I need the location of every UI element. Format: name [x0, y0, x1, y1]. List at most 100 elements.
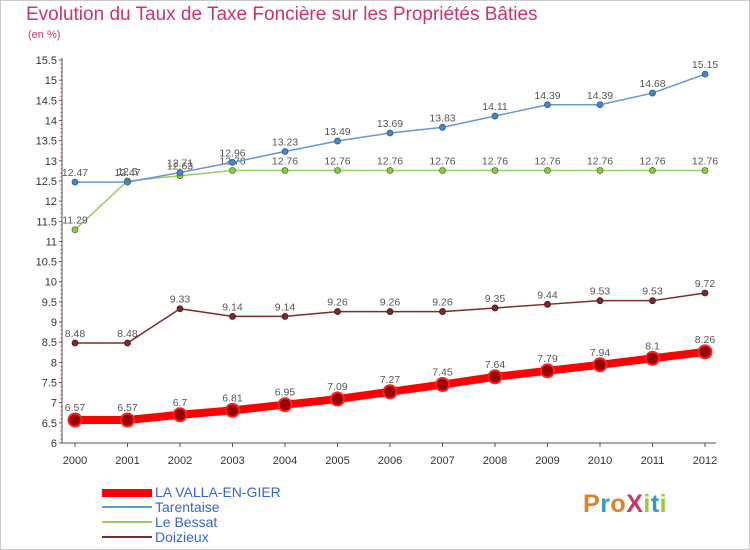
x-tick-label: 2003 — [220, 455, 244, 467]
data-point-doizieux — [71, 339, 79, 347]
data-label-la-valla-en-gier: 7.09 — [327, 381, 348, 393]
data-label-la-valla-en-gier: 6.7 — [173, 397, 188, 409]
data-point-doizieux — [439, 308, 446, 315]
y-tick-label: 12.5 — [36, 176, 57, 188]
data-point-doizieux — [281, 313, 289, 320]
data-point-le-bessat — [649, 167, 656, 174]
data-point-doizieux — [386, 308, 394, 315]
y-tick-label: 6.5 — [42, 418, 57, 430]
data-label-doizieux: 9.14 — [275, 301, 296, 313]
x-tick-label: 2008 — [483, 455, 507, 467]
data-label-tarentaise: 15.15 — [692, 59, 718, 71]
data-point-doizieux — [649, 297, 656, 305]
data-point-tarentaise — [701, 70, 709, 78]
data-point-doizieux — [124, 339, 131, 347]
data-label-tarentaise: 13.83 — [429, 112, 455, 124]
data-label-la-valla-en-gier: 8.1 — [645, 340, 660, 352]
data-point-tarentaise — [596, 101, 604, 109]
data-point-le-bessat — [439, 167, 446, 174]
y-tick-label: 15 — [45, 75, 57, 87]
data-point-la-valla-en-gier — [645, 350, 660, 366]
data-point-le-bessat — [544, 167, 551, 174]
y-tick-label: 14 — [45, 115, 57, 127]
series-line-le-bessat — [74, 169, 706, 231]
data-label-la-valla-en-gier: 7.79 — [537, 353, 558, 365]
data-label-le-bessat: 12.76 — [324, 155, 350, 167]
y-tick-label: 12 — [45, 196, 57, 208]
data-label-tarentaise: 13.69 — [377, 118, 403, 130]
data-point-la-valla-en-gier — [382, 384, 398, 400]
data-point-tarentaise — [229, 159, 236, 166]
data-label-le-bessat: 12.76 — [272, 155, 298, 167]
x-tick-label: 2004 — [273, 455, 297, 467]
data-label-la-valla-en-gier: 8.26 — [695, 334, 716, 346]
data-point-tarentaise — [334, 137, 341, 145]
data-label-tarentaise: 12.71 — [167, 157, 193, 169]
x-tick-label: 2011 — [641, 455, 665, 467]
y-tick-label: 10 — [45, 277, 57, 289]
x-tick-label: 2001 — [115, 455, 139, 467]
y-tick-label: 9.5 — [42, 297, 57, 309]
data-point-le-bessat — [491, 167, 499, 174]
data-point-la-valla-en-gier — [697, 344, 713, 360]
chart-unit-label: (en %) — [28, 29, 61, 41]
data-point-tarentaise — [491, 112, 499, 120]
legend-label-la-valla-en-gier: LA VALLA-EN-GIER — [155, 484, 281, 500]
data-label-la-valla-en-gier: 6.81 — [222, 392, 243, 404]
y-tick-label: 14.5 — [36, 95, 57, 107]
legend-item-tarentaise: Tarentaise — [102, 499, 302, 515]
legend-label-doizieux: Doizieux — [155, 529, 209, 545]
y-tick-label: 13 — [45, 156, 57, 168]
data-label-doizieux: 9.26 — [380, 297, 401, 309]
data-label-doizieux: 9.35 — [485, 293, 506, 305]
data-point-doizieux — [596, 297, 604, 305]
data-label-tarentaise: 14.11 — [482, 101, 508, 113]
data-point-le-bessat — [229, 167, 236, 174]
legend-item-le-bessat: Le Bessat — [102, 514, 302, 530]
data-point-tarentaise — [649, 89, 656, 97]
data-label-doizieux: 9.44 — [537, 289, 558, 301]
data-point-doizieux — [701, 289, 709, 297]
data-label-tarentaise: 13.49 — [324, 126, 350, 138]
logo-letter: i — [659, 490, 668, 518]
legend-swatch-tarentaise — [102, 506, 152, 508]
data-label-la-valla-en-gier: 7.64 — [485, 359, 506, 371]
logo-letter: o — [610, 490, 627, 518]
x-tick-label: 2010 — [588, 455, 612, 467]
data-label-le-bessat: 11.29 — [62, 215, 88, 227]
y-tick-label: 7.5 — [42, 378, 57, 390]
data-point-doizieux — [176, 305, 184, 313]
legend-swatch-la-valla-en-gier — [102, 489, 152, 497]
chart-title: Evolution du Taux de Taxe Foncière sur l… — [26, 4, 538, 25]
data-label-le-bessat: 12.76 — [377, 155, 403, 167]
data-label-le-bessat: 12.76 — [534, 155, 560, 167]
data-label-doizieux: 9.72 — [695, 278, 716, 290]
data-point-doizieux — [491, 304, 499, 312]
x-tick-label: 2007 — [430, 455, 454, 467]
legend-swatch-le-bessat — [102, 521, 152, 523]
y-tick-label: 8 — [51, 357, 57, 369]
data-point-le-bessat — [386, 167, 394, 174]
data-label-tarentaise: 14.39 — [587, 90, 613, 102]
data-point-tarentaise — [71, 178, 79, 186]
data-label-doizieux: 9.33 — [170, 294, 191, 306]
y-tick-label: 15.5 — [36, 55, 57, 67]
data-point-le-bessat — [334, 167, 341, 174]
y-tick-label: 6 — [51, 438, 57, 450]
logo-letter: r — [600, 490, 611, 518]
data-label-tarentaise: 14.68 — [639, 78, 665, 90]
data-label-doizieux: 9.26 — [327, 297, 348, 309]
data-label-doizieux: 9.53 — [590, 286, 611, 298]
data-label-la-valla-en-gier: 6.57 — [65, 402, 86, 414]
logo-letter: P — [583, 490, 601, 518]
data-label-tarentaise: 12.47 — [62, 167, 88, 179]
legend-label-tarentaise: Tarentaise — [155, 499, 220, 515]
data-label-tarentaise: 13.23 — [272, 137, 298, 149]
data-point-la-valla-en-gier — [435, 377, 450, 393]
data-point-tarentaise — [544, 101, 551, 109]
y-tick-label: 13.5 — [36, 136, 57, 148]
data-label-le-bessat: 12.5 — [117, 166, 138, 178]
x-tick-label: 2000 — [63, 455, 87, 467]
